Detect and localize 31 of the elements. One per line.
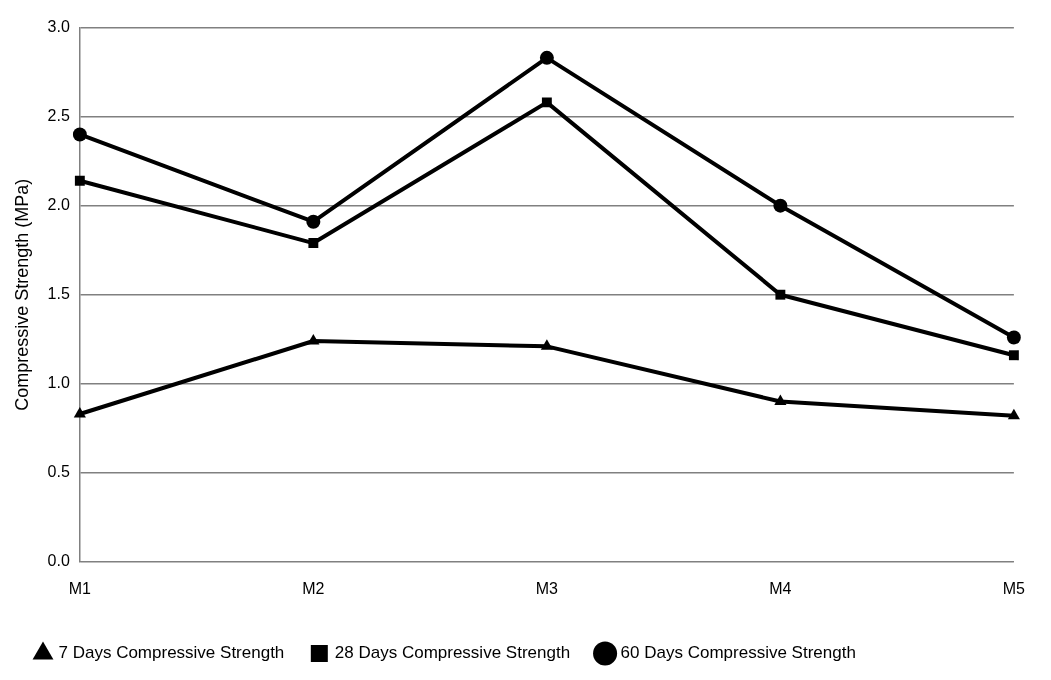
y-tick-label: 0.5	[47, 463, 70, 481]
point	[775, 289, 786, 300]
x-tick-label: M3	[535, 579, 559, 597]
point	[307, 334, 320, 345]
legend-label: 28 Days Compressive Strength	[334, 643, 571, 663]
point	[540, 339, 553, 350]
point	[72, 127, 87, 142]
point	[1007, 408, 1020, 420]
y-tick-label: 2.0	[47, 196, 70, 214]
x-tick-label: M5	[1002, 579, 1026, 597]
point	[773, 198, 788, 213]
point	[774, 394, 787, 406]
legend-label: 60 Days Compressive Strength	[620, 643, 856, 663]
point	[541, 97, 552, 108]
point	[308, 238, 319, 249]
y-tick-label: 0.0	[47, 552, 70, 570]
x-tick-label: M4	[769, 579, 792, 597]
y-tick-label: 3.0	[47, 18, 70, 36]
x-tick-label: M2	[302, 579, 325, 597]
point	[74, 175, 85, 186]
y-tick-label: 1.5	[47, 285, 70, 303]
y-tick-label: 1.0	[47, 374, 70, 392]
point	[1008, 350, 1019, 361]
y-tick-label: 2.5	[47, 107, 70, 125]
y-axis-title: Compressive Strength (MPa)	[11, 178, 32, 411]
point	[539, 50, 554, 65]
point	[1006, 330, 1021, 345]
point	[73, 407, 86, 418]
point	[306, 214, 321, 229]
legend-label: 7 Days Compressive Strength	[58, 643, 285, 663]
x-tick-label: M1	[68, 579, 92, 597]
